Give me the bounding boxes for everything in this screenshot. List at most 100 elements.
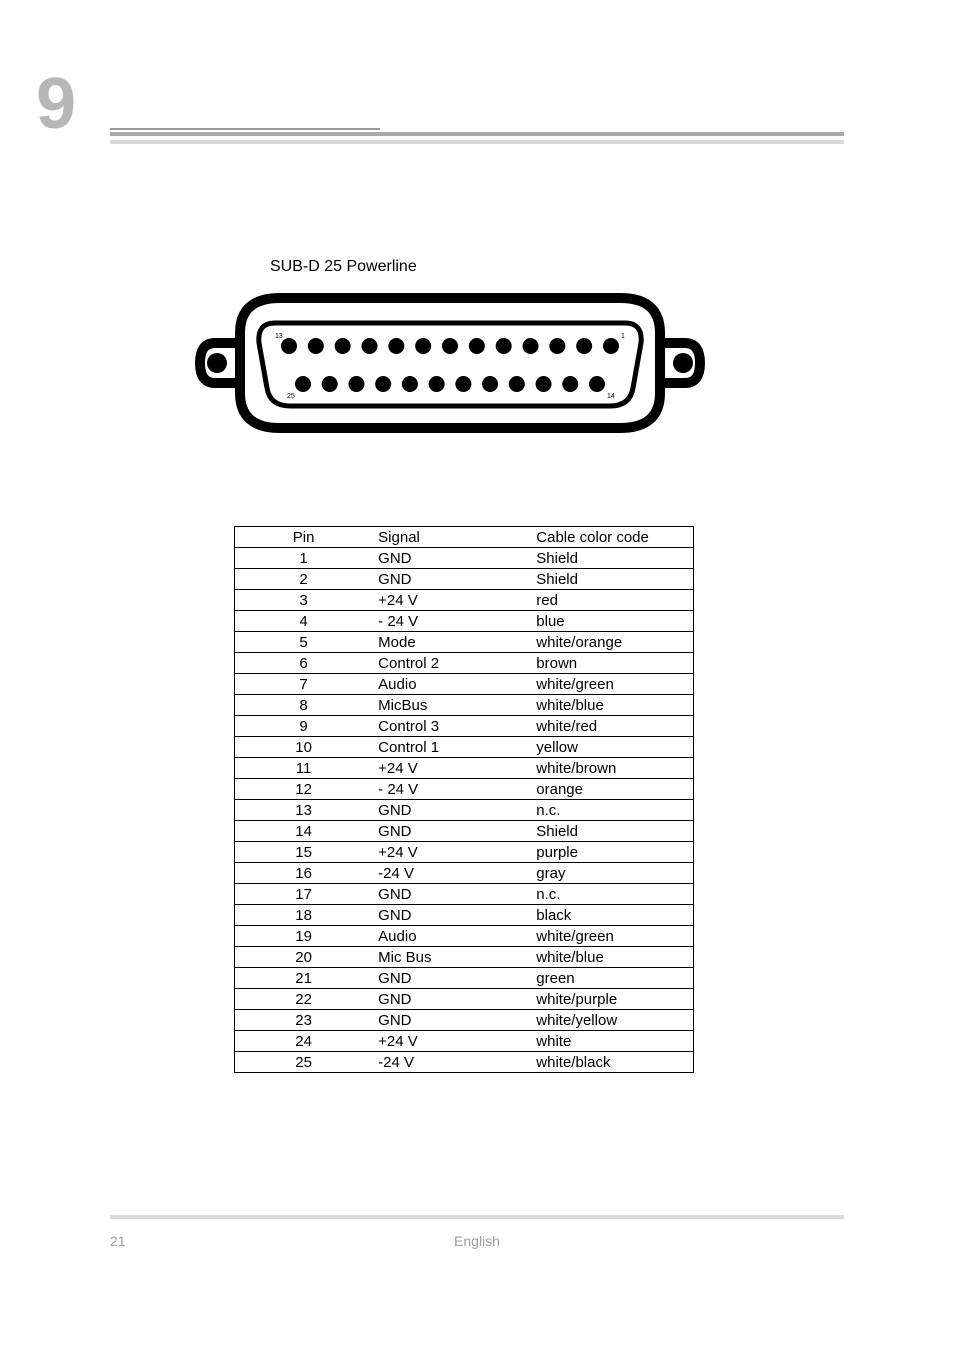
cell-signal: GND <box>372 989 530 1010</box>
cell-signal: +24 V <box>372 1031 530 1052</box>
cell-pin: 19 <box>235 926 373 947</box>
table-row: 11+24 Vwhite/brown <box>235 758 694 779</box>
table-row: 1GNDShield <box>235 548 694 569</box>
cell-color: white/green <box>530 926 693 947</box>
cell-pin: 20 <box>235 947 373 968</box>
cell-pin: 24 <box>235 1031 373 1052</box>
cell-signal: Control 2 <box>372 653 530 674</box>
cell-color: Shield <box>530 821 693 842</box>
table-row: 8MicBuswhite/blue <box>235 695 694 716</box>
cell-signal: Mic Bus <box>372 947 530 968</box>
connector-diagram: 13 1 25 14 <box>195 288 705 443</box>
cell-color: white/blue <box>530 695 693 716</box>
table-row: 5Modewhite/orange <box>235 632 694 653</box>
col-color: Cable color code <box>530 527 693 548</box>
cell-color: n.c. <box>530 800 693 821</box>
table-row: 13GNDn.c. <box>235 800 694 821</box>
table-row: 6Control 2brown <box>235 653 694 674</box>
pin-label-25: 25 <box>287 393 295 400</box>
table-row: 7Audiowhite/green <box>235 674 694 695</box>
cell-color: white/purple <box>530 989 693 1010</box>
cell-signal: +24 V <box>372 590 530 611</box>
cell-pin: 15 <box>235 842 373 863</box>
table-row: 9Control 3white/red <box>235 716 694 737</box>
table-row: 25-24 Vwhite/black <box>235 1052 694 1073</box>
table-row: 23GNDwhite/yellow <box>235 1010 694 1031</box>
cell-signal: Audio <box>372 674 530 695</box>
cell-color: white/green <box>530 674 693 695</box>
cell-signal: GND <box>372 1010 530 1031</box>
cell-pin: 25 <box>235 1052 373 1073</box>
section-title: SUB-D 25 Powerline <box>270 258 417 276</box>
pin-label-13: 13 <box>275 333 283 340</box>
cell-signal: GND <box>372 821 530 842</box>
cell-color: white/red <box>530 716 693 737</box>
cell-color: Shield <box>530 548 693 569</box>
cell-color: yellow <box>530 737 693 758</box>
cell-color: black <box>530 905 693 926</box>
table-row: 21GNDgreen <box>235 968 694 989</box>
cell-color: white/orange <box>530 632 693 653</box>
cell-pin: 11 <box>235 758 373 779</box>
table-row: 12- 24 Vorange <box>235 779 694 800</box>
cell-signal: - 24 V <box>372 779 530 800</box>
cell-pin: 7 <box>235 674 373 695</box>
cell-pin: 16 <box>235 863 373 884</box>
header-short-rule <box>110 128 380 130</box>
footer-rule <box>110 1215 844 1219</box>
cell-color: Shield <box>530 569 693 590</box>
cell-pin: 21 <box>235 968 373 989</box>
table-row: 14GNDShield <box>235 821 694 842</box>
cell-color: red <box>530 590 693 611</box>
cell-signal: -24 V <box>372 863 530 884</box>
cell-pin: 18 <box>235 905 373 926</box>
cell-pin: 10 <box>235 737 373 758</box>
cell-pin: 2 <box>235 569 373 590</box>
cell-signal: GND <box>372 905 530 926</box>
chapter-number: 9 <box>36 68 76 140</box>
cell-signal: +24 V <box>372 842 530 863</box>
table-row: 24+24 Vwhite <box>235 1031 694 1052</box>
cell-color: orange <box>530 779 693 800</box>
table-row: 22GNDwhite/purple <box>235 989 694 1010</box>
cell-signal: GND <box>372 968 530 989</box>
cell-pin: 23 <box>235 1010 373 1031</box>
cell-pin: 22 <box>235 989 373 1010</box>
cell-color: white <box>530 1031 693 1052</box>
cell-color: brown <box>530 653 693 674</box>
cell-color: blue <box>530 611 693 632</box>
table-row: 18GNDblack <box>235 905 694 926</box>
table-row: 3+24 Vred <box>235 590 694 611</box>
table-row: 16-24 Vgray <box>235 863 694 884</box>
cell-signal: GND <box>372 884 530 905</box>
cell-signal: - 24 V <box>372 611 530 632</box>
db25-connector-icon: 13 1 25 14 <box>195 288 705 438</box>
page: 9 SUB-D 25 Powerline 13 1 25 14 <box>0 0 954 1349</box>
cell-signal: Control 3 <box>372 716 530 737</box>
pin-label-14: 14 <box>607 393 615 400</box>
cell-color: white/blue <box>530 947 693 968</box>
cell-color: green <box>530 968 693 989</box>
cell-signal: Audio <box>372 926 530 947</box>
col-pin: Pin <box>235 527 373 548</box>
table-row: 10Control 1yellow <box>235 737 694 758</box>
cell-signal: Mode <box>372 632 530 653</box>
cell-pin: 17 <box>235 884 373 905</box>
col-signal: Signal <box>372 527 530 548</box>
table-header-row: Pin Signal Cable color code <box>235 527 694 548</box>
table-row: 17GNDn.c. <box>235 884 694 905</box>
table-row: 2GNDShield <box>235 569 694 590</box>
cell-signal: GND <box>372 569 530 590</box>
cell-pin: 4 <box>235 611 373 632</box>
cell-pin: 6 <box>235 653 373 674</box>
cell-pin: 8 <box>235 695 373 716</box>
header-rule-dark <box>110 132 844 136</box>
cell-signal: -24 V <box>372 1052 530 1073</box>
cell-color: purple <box>530 842 693 863</box>
table-row: 4- 24 Vblue <box>235 611 694 632</box>
cell-pin: 13 <box>235 800 373 821</box>
cell-signal: MicBus <box>372 695 530 716</box>
footer-language: English <box>0 1233 954 1249</box>
cell-pin: 1 <box>235 548 373 569</box>
table-row: 15+24 Vpurple <box>235 842 694 863</box>
